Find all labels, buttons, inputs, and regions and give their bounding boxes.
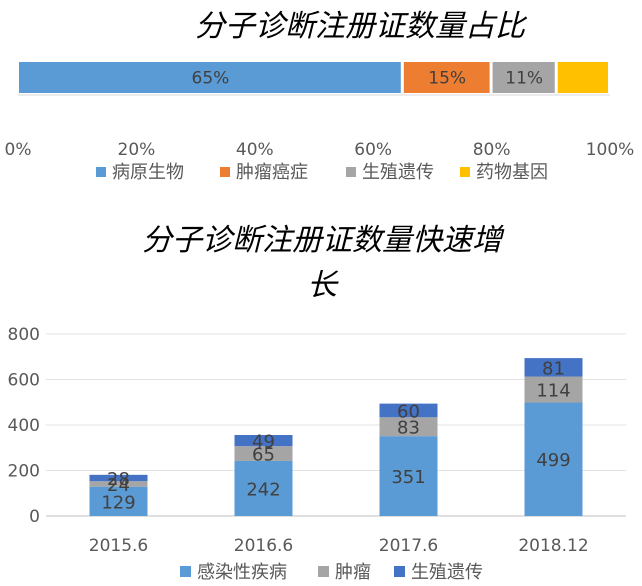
share-bar-segment-4	[557, 62, 608, 93]
share-axis-tick: 40%	[236, 140, 274, 160]
share-chart: 分子诊断注册证数量占比 65% 15% 11% 0% 20% 40% 60% 80% 100%…	[5, 9, 635, 183]
share-legend-label: 病原生物	[112, 162, 184, 183]
growth-bar-3-1	[89, 474, 148, 482]
growth-bar-1-1	[89, 486, 148, 516]
growth-legend-swatch	[318, 566, 329, 577]
growth-y-tick: 800	[8, 325, 40, 345]
growth-bar-3-3	[379, 403, 438, 418]
growth-x-tick: 2017.6	[379, 536, 438, 556]
growth-y-tick: 600	[8, 371, 40, 391]
growth-bar-label: 351	[391, 467, 425, 488]
growth-legend-label: 感染性疾病	[197, 562, 287, 583]
growth-bar-label: 60	[397, 401, 420, 422]
growth-bar-3-2	[234, 435, 293, 447]
share-axis-tick: 80%	[473, 140, 511, 160]
growth-x-tick: 2016.6	[234, 536, 293, 556]
share-axis-tick: 60%	[354, 140, 392, 160]
growth-legend-swatch	[180, 566, 191, 577]
growth-bar-label: 49	[252, 432, 275, 453]
growth-bar-1-4	[524, 402, 583, 516]
share-axis-tick: 20%	[118, 140, 156, 160]
growth-y-tick: 200	[8, 462, 40, 482]
growth-bar-label: 24	[107, 475, 130, 496]
share-axis-tick: 0%	[5, 140, 32, 160]
chart1-title: 分子诊断注册证数量占比	[195, 9, 528, 44]
growth-bar-label: 242	[246, 479, 280, 500]
growth-bar-label: 129	[101, 492, 135, 513]
growth-bar-3-4	[524, 358, 583, 377]
growth-x-tick: 2015.6	[89, 536, 148, 556]
share-bar-segment-3	[492, 62, 555, 93]
growth-bar-2-3	[379, 417, 438, 437]
growth-bar-label: 499	[536, 450, 570, 471]
share-bar-label-2: 15%	[428, 69, 466, 89]
growth-bar-1-3	[379, 436, 438, 516]
share-legend-swatch	[220, 167, 230, 177]
growth-bar-label: 28	[107, 469, 130, 490]
share-legend-label: 生殖遗传	[362, 161, 434, 183]
share-legend-swatch	[96, 167, 106, 177]
chart2-title-line-1: 分子诊断注册证数量快速增	[142, 223, 505, 258]
growth-legend-label: 肿瘤	[335, 562, 371, 583]
growth-bar-label: 81	[542, 358, 565, 379]
share-bar-label-3: 11%	[505, 69, 543, 89]
share-legend-label: 肿瘤癌症	[236, 162, 308, 183]
chart2-title-line-2: 长	[307, 268, 339, 303]
share-bar-label-1: 65%	[192, 69, 230, 89]
growth-bar-2-4	[524, 376, 583, 403]
growth-legend-label: 生殖遗传	[411, 561, 483, 583]
share-axis-tick: 100%	[586, 140, 635, 160]
growth-bar-label: 83	[397, 418, 420, 439]
share-legend-label: 药物基因	[476, 162, 548, 183]
share-legend-swatch	[346, 167, 356, 177]
share-bar-segment-2	[403, 62, 490, 93]
growth-bar-2-1	[89, 481, 148, 487]
growth-x-tick: 2018.12	[518, 536, 588, 556]
growth-bar-label: 114	[536, 381, 570, 402]
growth-bar-label: 65	[252, 445, 275, 466]
share-bar-segment-1	[19, 62, 401, 93]
growth-bar-1-2	[234, 460, 293, 516]
growth-legend-swatch	[394, 566, 405, 577]
share-legend-swatch	[460, 167, 470, 177]
growth-y-tick: 0	[29, 507, 40, 527]
growth-y-tick: 400	[8, 416, 40, 436]
growth-bar-2-2	[234, 446, 293, 461]
